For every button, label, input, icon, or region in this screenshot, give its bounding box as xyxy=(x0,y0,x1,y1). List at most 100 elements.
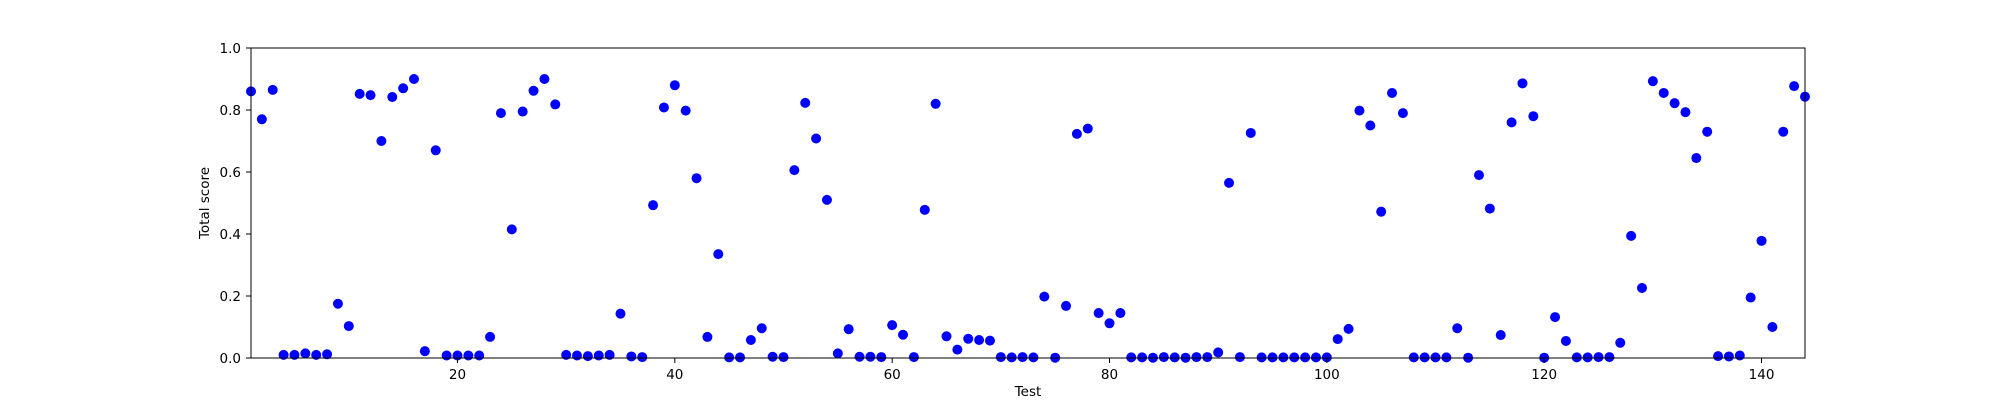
data-point xyxy=(1289,352,1300,363)
data-point xyxy=(1256,352,1267,363)
data-point xyxy=(1604,352,1615,363)
data-point xyxy=(908,352,919,363)
data-point xyxy=(441,350,452,361)
data-point xyxy=(1484,203,1495,214)
data-point xyxy=(1517,78,1528,89)
data-point xyxy=(1039,291,1050,302)
x-tick-label: 40 xyxy=(666,367,683,383)
x-axis-ticks: 20 40 60 80 100 120 140 xyxy=(449,358,1775,383)
data-point xyxy=(1332,334,1343,345)
x-tick-label: 140 xyxy=(1749,367,1775,383)
data-point xyxy=(485,331,496,342)
x-axis-label: Test xyxy=(1014,384,1042,400)
data-point xyxy=(365,90,376,101)
data-point xyxy=(1430,352,1441,363)
data-point xyxy=(495,108,506,119)
data-point xyxy=(604,349,615,360)
data-point xyxy=(800,97,811,108)
data-point xyxy=(561,349,572,360)
data-point xyxy=(1093,308,1104,319)
plot-frame xyxy=(250,47,1806,359)
data-point xyxy=(898,329,909,340)
data-point xyxy=(1615,337,1626,348)
data-point xyxy=(995,352,1006,363)
data-point xyxy=(398,83,409,94)
data-point xyxy=(376,136,387,146)
data-point xyxy=(267,84,278,95)
data-point xyxy=(691,173,702,184)
data-point xyxy=(615,308,626,319)
data-point xyxy=(1213,347,1224,358)
data-point xyxy=(1441,352,1452,363)
data-point xyxy=(1115,308,1126,319)
data-point xyxy=(1734,350,1745,361)
data-point xyxy=(778,352,789,363)
data-point xyxy=(582,351,593,362)
x-tick-label: 60 xyxy=(884,367,901,383)
data-point xyxy=(637,352,648,363)
data-point xyxy=(1495,330,1506,341)
data-point xyxy=(702,331,713,342)
x-tick-label: 100 xyxy=(1314,367,1340,383)
data-point xyxy=(1723,351,1734,362)
data-point xyxy=(1473,170,1484,181)
data-point xyxy=(1767,322,1778,332)
data-point xyxy=(811,133,822,144)
data-point xyxy=(506,224,517,235)
data-point xyxy=(1202,352,1213,363)
data-point xyxy=(1061,300,1072,311)
data-point xyxy=(1300,352,1311,363)
y-tick-label: 0.4 xyxy=(220,227,241,243)
data-point xyxy=(1582,352,1593,363)
data-point xyxy=(767,351,778,362)
data-point xyxy=(300,348,311,359)
data-point xyxy=(1267,352,1278,363)
data-point xyxy=(1680,107,1691,118)
data-point xyxy=(1354,105,1365,116)
data-point xyxy=(669,80,680,91)
data-point xyxy=(1234,352,1245,363)
data-point xyxy=(1691,153,1702,164)
data-point xyxy=(1560,335,1571,346)
data-point xyxy=(658,102,669,113)
data-point xyxy=(1397,108,1408,119)
data-point xyxy=(1245,127,1256,138)
data-point xyxy=(322,349,333,360)
data-point xyxy=(256,114,267,125)
data-point xyxy=(1191,352,1202,363)
data-point xyxy=(1669,98,1680,109)
data-point xyxy=(1419,352,1430,363)
data-point xyxy=(1158,352,1169,363)
data-point xyxy=(593,350,604,361)
data-point xyxy=(930,98,941,109)
data-point xyxy=(1278,352,1289,363)
data-point xyxy=(876,352,887,363)
data-point xyxy=(832,348,843,359)
data-point xyxy=(1408,352,1419,363)
y-tick-label: 0.0 xyxy=(220,351,241,367)
data-point xyxy=(463,350,474,361)
data-point xyxy=(648,200,659,211)
y-tick-label: 0.2 xyxy=(220,289,241,305)
data-point xyxy=(1006,352,1017,363)
data-point xyxy=(354,88,365,99)
data-point xyxy=(1636,282,1647,293)
data-point xyxy=(528,85,539,96)
x-tick-label: 120 xyxy=(1531,367,1557,383)
data-point xyxy=(1071,128,1082,139)
data-point xyxy=(1528,111,1539,122)
data-point xyxy=(539,74,550,84)
data-point xyxy=(843,324,854,335)
data-point xyxy=(1387,87,1398,98)
data-point xyxy=(887,320,898,331)
data-point xyxy=(919,204,930,215)
data-point xyxy=(289,349,300,360)
data-point xyxy=(430,145,441,156)
x-tick-label: 80 xyxy=(1101,367,1118,383)
y-tick-label: 0.6 xyxy=(220,165,241,181)
y-axis-ticks: 0.0 0.2 0.4 0.6 0.8 1.0 xyxy=(220,41,251,367)
y-tick-label: 1.0 xyxy=(220,41,241,57)
data-point xyxy=(1126,352,1137,363)
data-point xyxy=(1593,352,1604,363)
